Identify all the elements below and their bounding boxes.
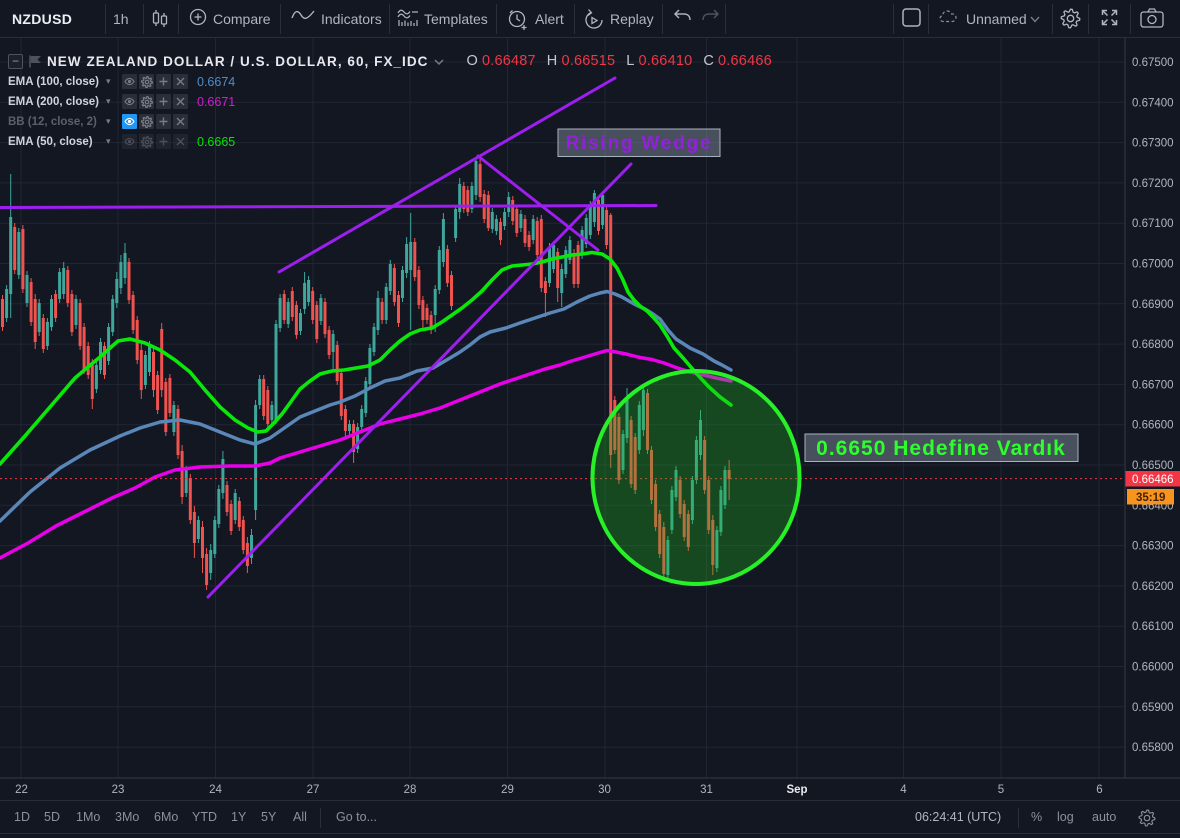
- svg-text:0.66466: 0.66466: [1132, 474, 1174, 486]
- svg-text:0.66100: 0.66100: [1132, 621, 1174, 633]
- svg-text:0.67100: 0.67100: [1132, 218, 1174, 230]
- svg-text:23: 23: [112, 784, 125, 796]
- svg-text:0.6650 Hedefine Vardık: 0.6650 Hedefine Vardık: [816, 437, 1066, 460]
- svg-text:0.66800: 0.66800: [1132, 339, 1174, 351]
- svg-text:0.65800: 0.65800: [1132, 742, 1174, 754]
- svg-text:0.67500: 0.67500: [1132, 57, 1174, 69]
- svg-text:4: 4: [900, 784, 907, 796]
- svg-text:0.66700: 0.66700: [1132, 379, 1174, 391]
- svg-text:5: 5: [998, 784, 1004, 796]
- svg-text:0.66900: 0.66900: [1132, 299, 1174, 311]
- svg-text:0.67000: 0.67000: [1132, 259, 1174, 271]
- svg-text:0.66200: 0.66200: [1132, 581, 1174, 593]
- svg-text:24: 24: [209, 784, 222, 796]
- svg-text:0.66600: 0.66600: [1132, 420, 1174, 432]
- svg-text:0.66000: 0.66000: [1132, 662, 1174, 674]
- svg-text:30: 30: [598, 784, 611, 796]
- svg-text:0.66500: 0.66500: [1132, 460, 1174, 472]
- svg-text:6: 6: [1096, 784, 1102, 796]
- svg-text:0.67400: 0.67400: [1132, 97, 1174, 109]
- svg-text:Sep: Sep: [786, 784, 807, 796]
- svg-text:28: 28: [404, 784, 417, 796]
- svg-text:22: 22: [15, 784, 28, 796]
- svg-text:27: 27: [307, 784, 320, 796]
- svg-text:0.66300: 0.66300: [1132, 541, 1174, 553]
- svg-text:29: 29: [501, 784, 514, 796]
- svg-text:Rising Wedge: Rising Wedge: [566, 133, 713, 154]
- svg-text:35:19: 35:19: [1136, 492, 1165, 504]
- svg-text:0.65900: 0.65900: [1132, 702, 1174, 714]
- svg-text:31: 31: [700, 784, 713, 796]
- svg-text:0.67200: 0.67200: [1132, 178, 1174, 190]
- svg-text:0.67300: 0.67300: [1132, 138, 1174, 150]
